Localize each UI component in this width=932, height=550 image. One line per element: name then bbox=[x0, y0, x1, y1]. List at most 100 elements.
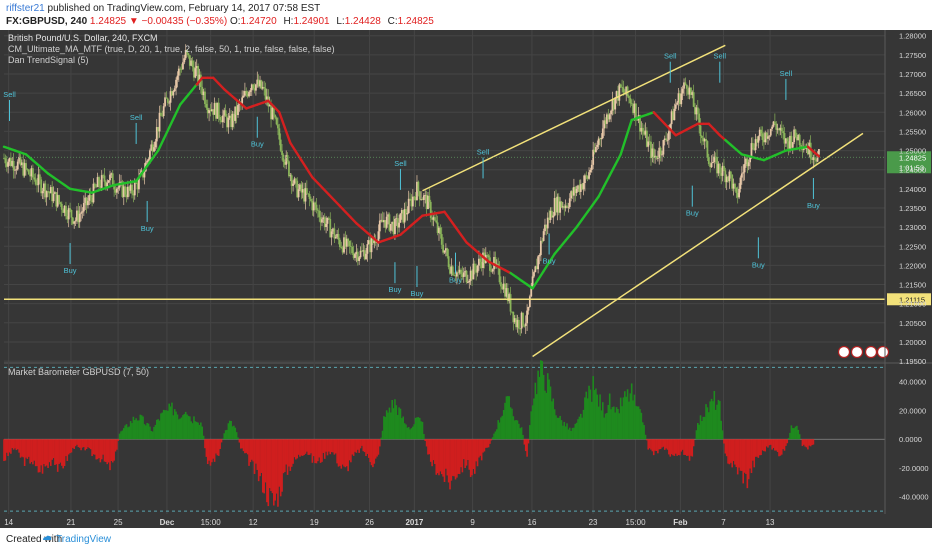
osc-bar bbox=[570, 430, 572, 440]
author-link[interactable]: riffster21 bbox=[6, 3, 45, 14]
candle-body bbox=[590, 164, 593, 170]
osc-bar bbox=[480, 439, 483, 461]
chart-footer: Created with TradingView bbox=[0, 528, 932, 550]
osc-bar bbox=[15, 439, 18, 451]
candle-body bbox=[279, 139, 282, 151]
osc-bar bbox=[646, 439, 648, 441]
chart-area[interactable]: 1.21115 1.24825 1:01:53 Sell Buy Buy Sell Buy S… bbox=[0, 30, 932, 528]
osc-bar bbox=[706, 407, 709, 440]
candle-body bbox=[107, 180, 110, 183]
candle-body bbox=[347, 238, 350, 242]
ma-segment bbox=[366, 231, 375, 239]
price-axis[interactable]: 1.28000 1.27500 1.27000 1.26500 1.26000 1.255… bbox=[884, 30, 929, 514]
ma-segment bbox=[156, 137, 165, 152]
candle-body bbox=[250, 84, 253, 91]
study-signal-label[interactable]: Dan TrendSignal (5) bbox=[8, 55, 89, 65]
osc-bar bbox=[234, 427, 237, 440]
signal-buy: Buy bbox=[251, 140, 264, 149]
candle-body bbox=[690, 87, 692, 95]
candle-body bbox=[70, 209, 73, 218]
candle-body bbox=[85, 197, 88, 206]
osc-bar bbox=[180, 417, 183, 440]
osc-bar bbox=[708, 412, 710, 440]
candle-body bbox=[246, 93, 249, 97]
candle-body bbox=[300, 184, 303, 193]
osc-bar bbox=[412, 426, 414, 440]
osc-bar bbox=[330, 439, 333, 453]
tradingview-link[interactable]: TradingView bbox=[56, 534, 112, 545]
candle-body bbox=[197, 65, 199, 83]
osc-bar bbox=[132, 416, 135, 440]
study-ma-label[interactable]: CM_Ultimate_MA_MTF (true, D, 20, 1, true… bbox=[8, 44, 335, 54]
oscillator-title[interactable]: Market Barometer GBPUSD (7, 50) bbox=[8, 367, 149, 377]
candle-body bbox=[647, 141, 650, 147]
osc-bar bbox=[36, 439, 38, 467]
price-candles bbox=[3, 44, 820, 336]
osc-bar bbox=[524, 439, 527, 452]
osc-bar bbox=[103, 439, 106, 462]
osc-bar bbox=[40, 439, 42, 466]
osc-bar bbox=[114, 439, 117, 452]
osc-bar bbox=[263, 439, 265, 494]
candle-body bbox=[479, 258, 482, 262]
candle-body bbox=[344, 237, 347, 247]
candle-body bbox=[482, 252, 484, 268]
osc-bar bbox=[373, 439, 376, 464]
osc-bar bbox=[34, 439, 37, 467]
ma-segment bbox=[212, 76, 220, 85]
candle-body bbox=[95, 186, 98, 188]
osc-bar bbox=[216, 439, 219, 456]
candle-body bbox=[626, 86, 629, 96]
osc-bar bbox=[205, 439, 208, 457]
osc-bar bbox=[668, 439, 670, 455]
candle-body bbox=[816, 154, 819, 162]
osc-bar bbox=[688, 439, 691, 461]
candle-body bbox=[187, 53, 190, 56]
time-tick-label: 13 bbox=[766, 518, 775, 527]
osc-bar bbox=[808, 439, 811, 446]
osc-bar bbox=[413, 424, 416, 440]
candle-body bbox=[491, 269, 494, 272]
osc-bar bbox=[392, 408, 395, 440]
symbol-label[interactable]: FX:GBPUSD, 240 bbox=[6, 16, 88, 27]
osc-bar bbox=[25, 439, 27, 458]
candle-body bbox=[171, 91, 173, 96]
candle-body bbox=[245, 91, 248, 94]
osc-bar bbox=[771, 439, 773, 450]
osc-bar bbox=[417, 417, 420, 440]
ma-segment bbox=[625, 118, 633, 139]
osc-bar bbox=[328, 439, 330, 452]
candle-body bbox=[545, 224, 548, 229]
osc-bar bbox=[626, 389, 629, 440]
candle-body bbox=[155, 127, 158, 142]
ma-segment bbox=[729, 143, 738, 151]
candle-body bbox=[210, 109, 213, 112]
osc-bar bbox=[812, 439, 815, 445]
candle-body bbox=[729, 171, 732, 175]
candle-body bbox=[51, 187, 54, 202]
osc-bar bbox=[136, 420, 139, 440]
time-axis[interactable]: 14 21 25 Dec 15:00 12 19 26 2017 9 16 23 15:00 Feb 7 13 bbox=[4, 518, 775, 527]
candle-body bbox=[403, 209, 406, 223]
candle-body bbox=[694, 106, 696, 115]
osc-bar bbox=[281, 439, 283, 492]
time-tick-label: 7 bbox=[721, 518, 726, 527]
osc-bar bbox=[128, 426, 131, 440]
candle-body bbox=[674, 104, 677, 109]
osc-bar bbox=[407, 427, 410, 440]
candle-body bbox=[151, 144, 154, 152]
osc-bar bbox=[310, 439, 312, 454]
candle-body bbox=[669, 124, 672, 132]
osc-bar bbox=[162, 409, 165, 440]
price-tick-label: 1.22500 bbox=[899, 242, 926, 251]
candle-body bbox=[340, 247, 343, 248]
candle-body bbox=[705, 139, 707, 142]
osc-bar bbox=[798, 434, 801, 440]
osc-bar bbox=[160, 413, 162, 440]
osc-bar bbox=[584, 397, 586, 440]
candle-body bbox=[450, 266, 453, 274]
osc-bar bbox=[775, 439, 778, 451]
open-label: O: bbox=[229, 16, 241, 27]
osc-bar bbox=[183, 413, 186, 440]
